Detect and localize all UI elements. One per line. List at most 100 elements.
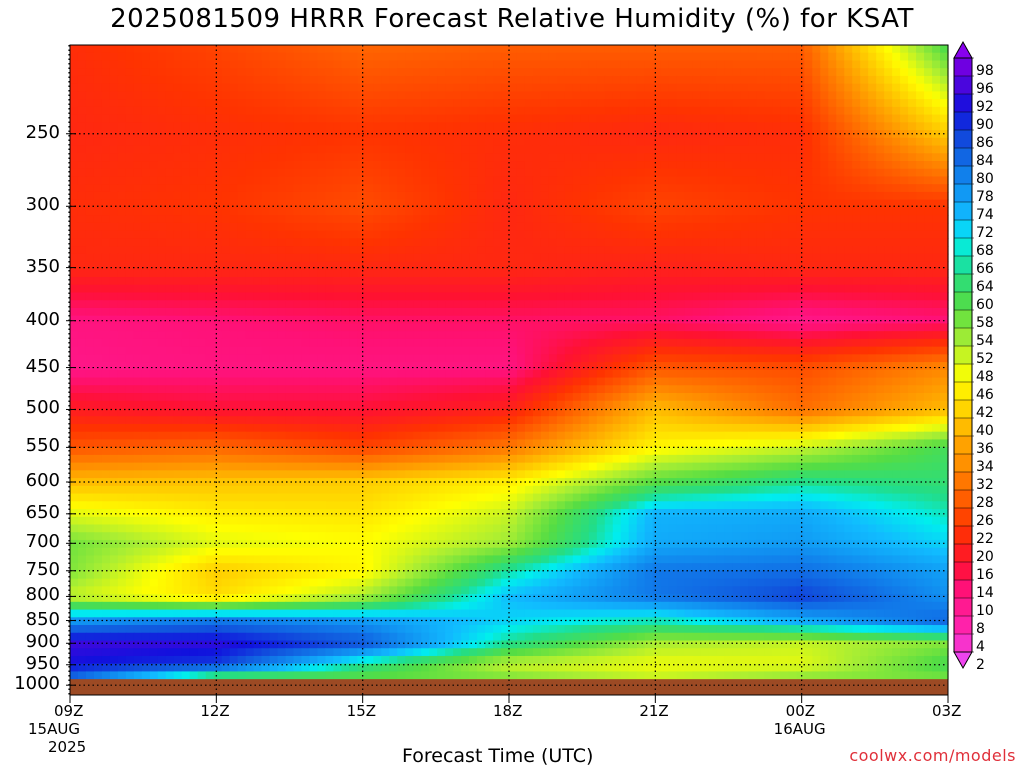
heatmap-cell <box>325 277 334 286</box>
heatmap-cell <box>796 137 805 147</box>
heatmap-cell <box>596 168 606 178</box>
heatmap-cell <box>860 153 869 162</box>
heatmap-cell <box>924 261 933 270</box>
heatmap-cell <box>477 99 486 108</box>
heatmap-cell <box>413 230 422 239</box>
heatmap-cell <box>708 114 718 123</box>
heatmap-cell <box>85 106 95 116</box>
heatmap-cell <box>429 184 438 193</box>
heatmap-cell <box>309 91 319 100</box>
heatmap-cell <box>700 68 710 77</box>
heatmap-cell <box>269 284 279 294</box>
heatmap-cell <box>772 385 781 394</box>
heatmap-cell <box>85 153 95 162</box>
heatmap-cell <box>628 385 638 394</box>
heatmap-cell <box>700 222 710 232</box>
heatmap-cell <box>509 130 518 139</box>
heatmap-cell <box>780 91 789 100</box>
heatmap-cell <box>748 114 758 123</box>
heatmap-cell <box>684 91 694 100</box>
heatmap-cell <box>93 60 103 69</box>
heatmap-cell <box>397 230 406 239</box>
heatmap-cell <box>341 261 350 270</box>
heatmap-cell <box>524 191 534 201</box>
heatmap-cell <box>548 68 558 77</box>
heatmap-cell <box>93 284 103 294</box>
heatmap-cell <box>397 246 406 255</box>
heatmap-cell <box>125 122 135 131</box>
heatmap-cell <box>852 323 861 332</box>
heatmap-cell <box>461 191 470 201</box>
heatmap-cell <box>628 307 638 317</box>
heatmap-cell <box>820 385 829 394</box>
heatmap-cell <box>884 106 893 116</box>
heatmap-cell <box>405 176 414 185</box>
heatmap-cell <box>221 300 231 309</box>
heatmap-cell <box>660 68 670 77</box>
heatmap-cell <box>892 161 901 170</box>
heatmap-cell <box>421 168 430 178</box>
heatmap-cell <box>756 153 766 162</box>
heatmap-cell <box>596 246 606 255</box>
heatmap-cell <box>780 168 789 178</box>
heatmap-cell <box>516 377 526 386</box>
heatmap-cell <box>724 68 734 77</box>
heatmap-cell <box>229 91 239 100</box>
heatmap-cell <box>245 385 255 394</box>
heatmap-cell <box>764 369 773 379</box>
heatmap-cell <box>620 130 630 139</box>
heatmap-cell <box>812 315 821 325</box>
heatmap-cell <box>908 153 917 162</box>
heatmap-cell <box>269 385 279 394</box>
heatmap-cell <box>860 99 869 108</box>
heatmap-cell <box>636 385 646 394</box>
heatmap-cell <box>940 75 949 85</box>
heatmap-cell <box>477 246 486 255</box>
heatmap-cell <box>916 261 925 270</box>
heatmap-cell <box>349 346 358 355</box>
heatmap-cell <box>277 99 287 108</box>
heatmap-cell <box>237 284 247 294</box>
heatmap-cell <box>109 91 119 100</box>
heatmap-cell <box>804 52 813 62</box>
heatmap-cell <box>229 168 239 178</box>
heatmap-cell <box>660 161 670 170</box>
heatmap-cell <box>181 176 191 185</box>
heatmap-cell <box>644 191 654 201</box>
heatmap-cell <box>604 83 614 92</box>
heatmap-cell <box>293 215 303 224</box>
heatmap-cell <box>165 145 175 154</box>
heatmap-cell <box>133 269 143 278</box>
heatmap-cell <box>261 269 271 278</box>
heatmap-cell <box>556 377 566 386</box>
heatmap-cell <box>429 161 438 170</box>
heatmap-cell <box>788 307 797 317</box>
heatmap-cell <box>261 284 271 294</box>
heatmap-cell <box>237 176 247 185</box>
heatmap-cell <box>796 207 805 216</box>
heatmap-cell <box>844 385 853 394</box>
heatmap-cell <box>125 323 135 332</box>
heatmap-cell <box>453 300 462 309</box>
heatmap-cell <box>788 362 797 371</box>
heatmap-cell <box>405 346 414 355</box>
heatmap-cell <box>269 114 279 123</box>
heatmap-cell <box>285 68 295 77</box>
heatmap-cell <box>221 161 231 170</box>
heatmap-cell <box>493 83 502 92</box>
heatmap-cell <box>429 331 438 340</box>
heatmap-cell <box>764 215 773 224</box>
heatmap-cell <box>524 68 534 77</box>
heatmap-cell <box>532 122 542 131</box>
heatmap-cell <box>588 331 598 340</box>
heatmap-cell <box>101 207 111 216</box>
heatmap-cell <box>253 331 263 340</box>
heatmap-cell <box>85 215 95 224</box>
heatmap-cell <box>445 284 454 294</box>
heatmap-cell <box>109 191 119 201</box>
heatmap-cell <box>828 191 837 201</box>
heatmap-cell <box>852 253 861 263</box>
heatmap-cell <box>564 137 574 147</box>
heatmap-cell <box>421 346 430 355</box>
heatmap-cell <box>588 354 598 363</box>
